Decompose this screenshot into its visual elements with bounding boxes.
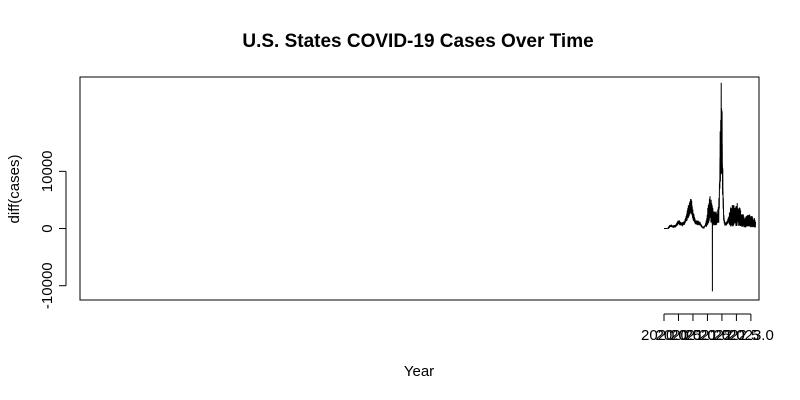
series-line <box>663 82 756 292</box>
x-axis-label: Year <box>404 363 434 380</box>
x-tick-label: 2022.5 <box>713 327 759 344</box>
y-axis: -10000 0 10000 <box>39 150 67 309</box>
plot-frame <box>79 76 760 301</box>
y-axis-label: diff(cases) <box>6 155 23 224</box>
x-tick-label: 2023.0 <box>728 327 774 344</box>
x-tick-label: 2022.0 <box>699 327 745 344</box>
series-layer <box>663 82 756 292</box>
y-tick-label: 10000 <box>39 150 56 192</box>
x-tick-label: 2021.5 <box>684 327 730 344</box>
x-tick-label: 2020.0 <box>641 327 687 344</box>
chart-title: U.S. States COVID-19 Cases Over Time <box>242 31 593 52</box>
y-tick-label: 0 <box>39 224 56 232</box>
x-axis: 2020.02020.52021.02021.52022.02022.52023… <box>641 313 774 344</box>
y-tick-label: -10000 <box>39 262 56 309</box>
x-tick-label: 2021.0 <box>670 327 716 344</box>
x-tick-label: 2020.5 <box>656 327 702 344</box>
